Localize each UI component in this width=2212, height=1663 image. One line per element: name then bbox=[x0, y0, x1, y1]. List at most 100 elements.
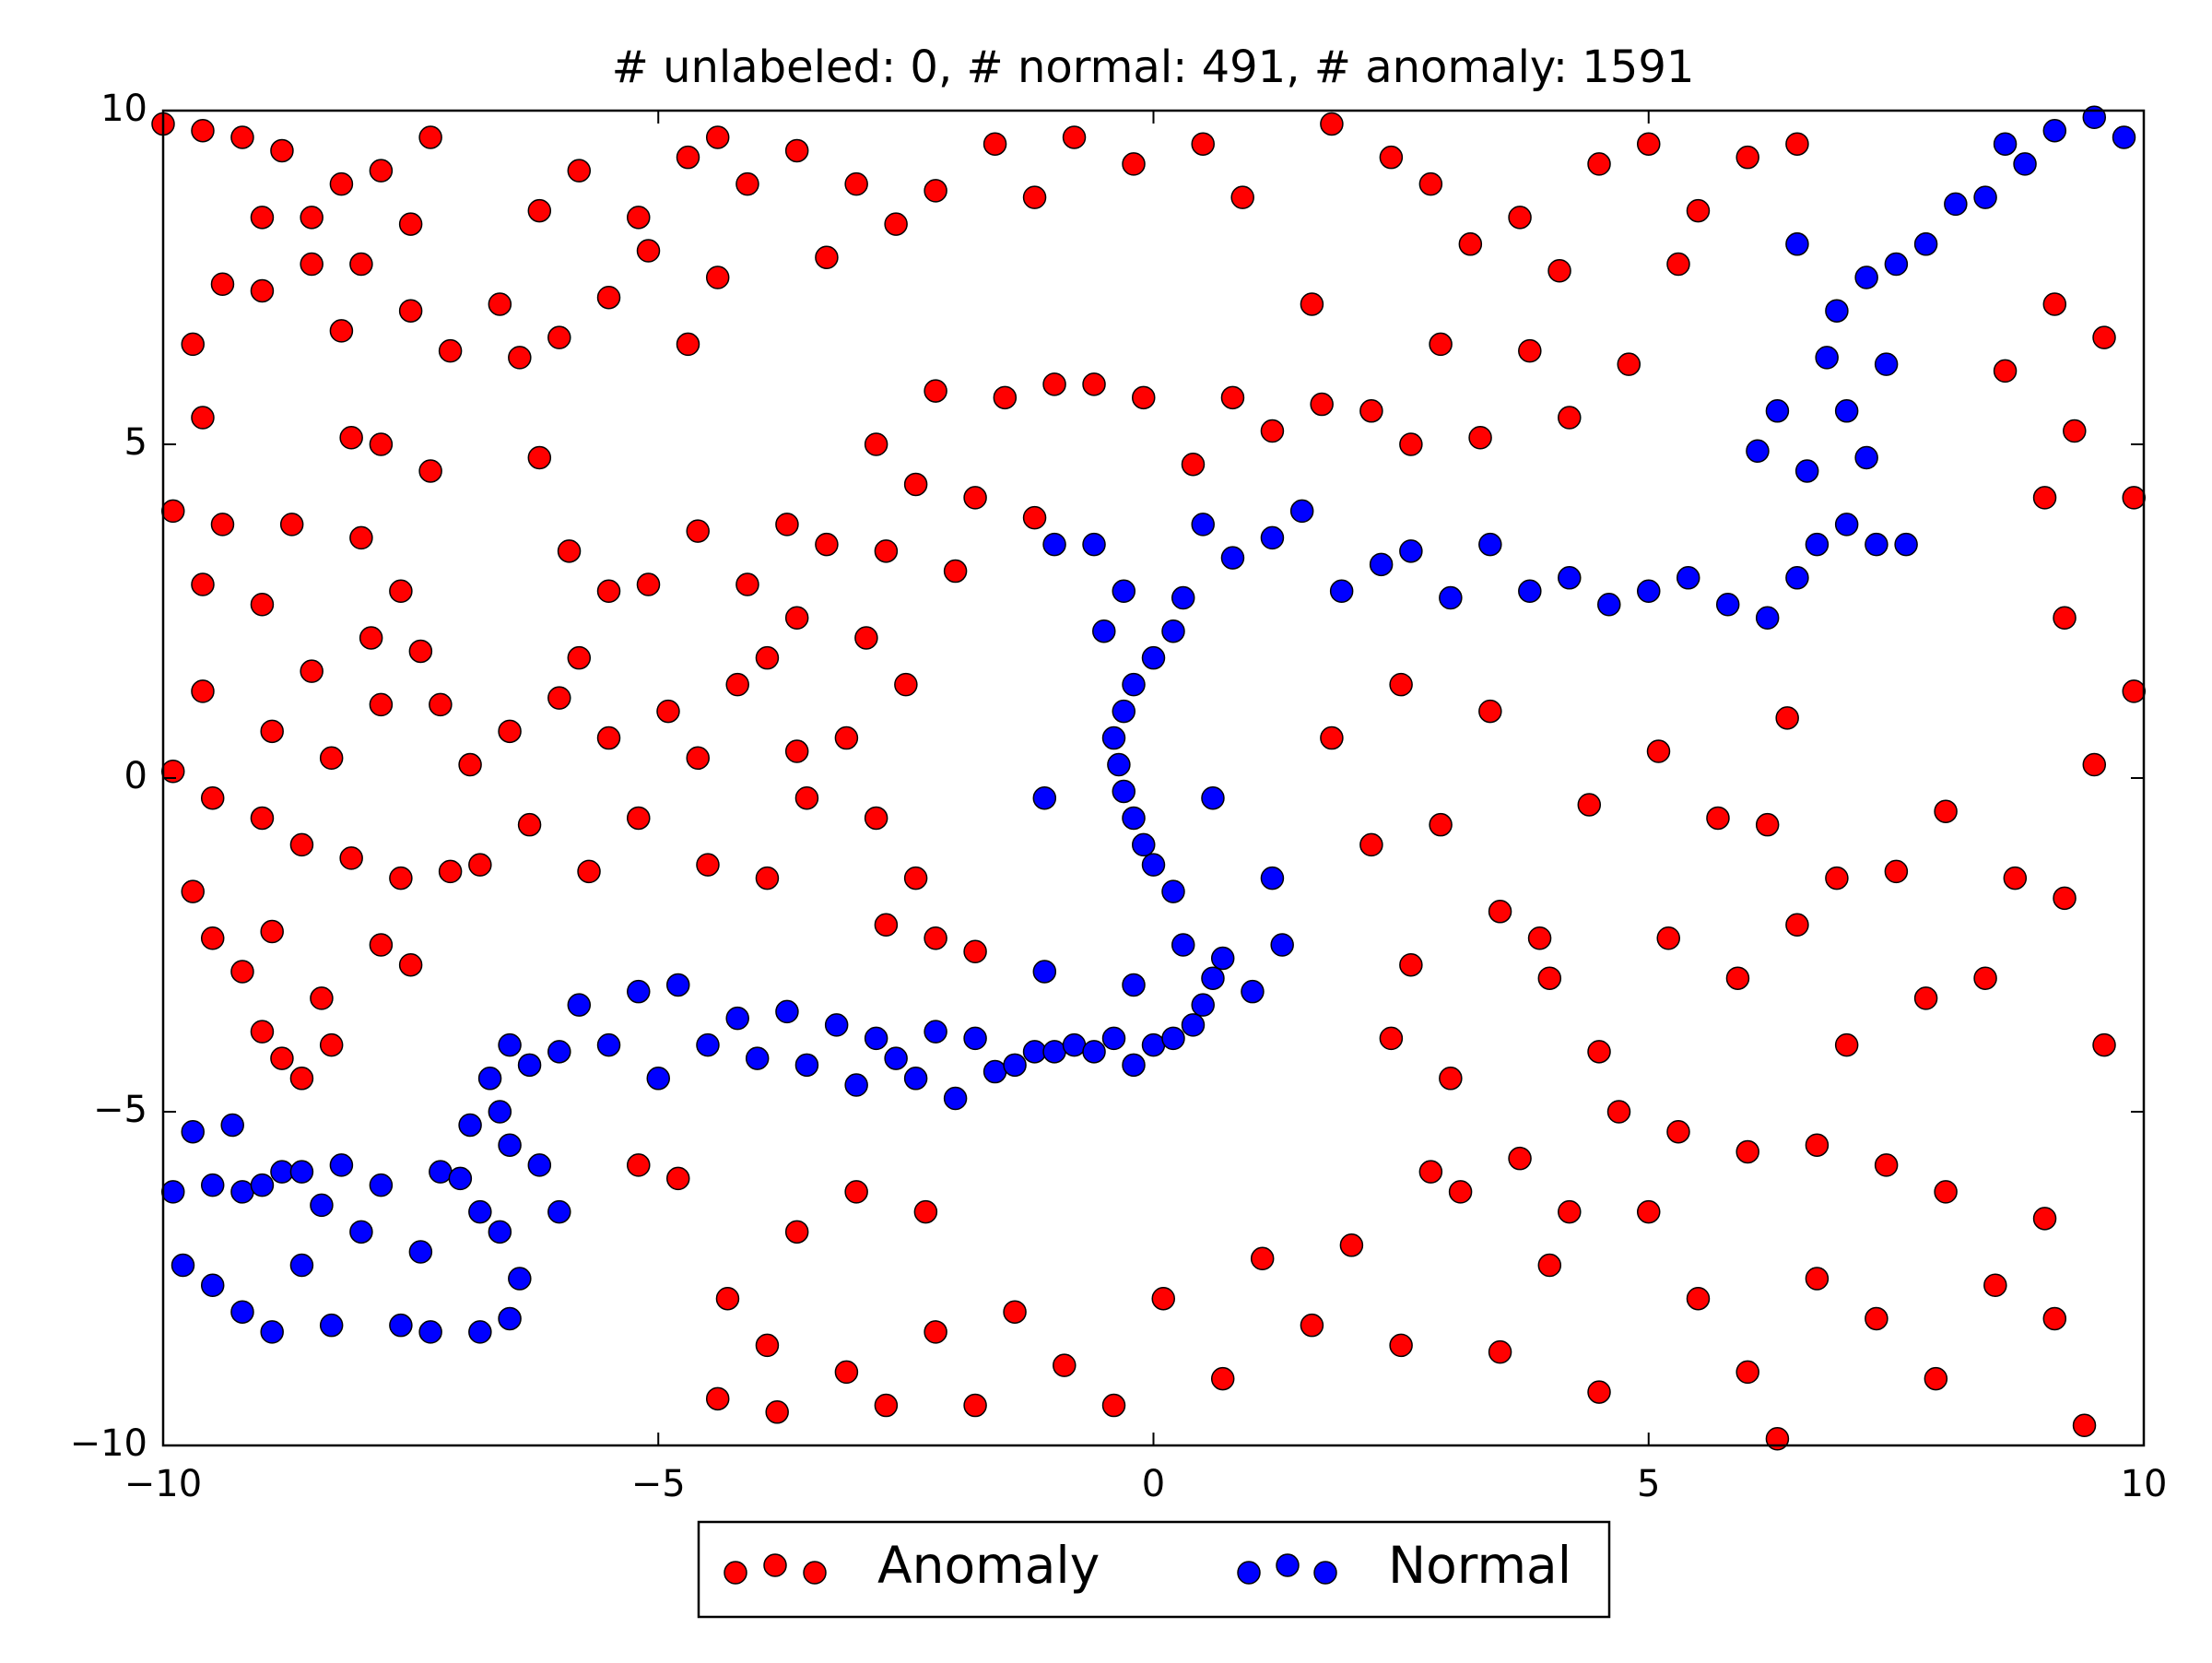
point bbox=[567, 159, 592, 183]
legend-label: Anomaly bbox=[877, 1536, 1100, 1595]
point bbox=[1310, 392, 1334, 417]
point bbox=[1478, 532, 1502, 557]
point bbox=[1062, 125, 1087, 149]
point bbox=[2042, 1306, 2067, 1331]
point bbox=[289, 832, 314, 857]
point bbox=[1488, 900, 1512, 924]
point bbox=[627, 806, 651, 831]
point bbox=[884, 212, 908, 236]
point bbox=[2042, 292, 2067, 316]
point bbox=[369, 432, 394, 456]
point bbox=[1418, 1160, 1443, 1184]
point bbox=[359, 626, 383, 650]
point bbox=[517, 812, 542, 837]
point bbox=[1666, 252, 1690, 277]
point bbox=[1260, 866, 1285, 890]
point bbox=[745, 1046, 770, 1070]
point bbox=[498, 1133, 522, 1157]
point bbox=[1815, 346, 1839, 370]
point bbox=[418, 459, 442, 483]
point bbox=[270, 1046, 294, 1070]
point bbox=[1191, 993, 1215, 1017]
point bbox=[735, 171, 759, 196]
point bbox=[874, 913, 899, 938]
point bbox=[1785, 913, 1809, 938]
point bbox=[498, 719, 522, 744]
point bbox=[924, 379, 947, 403]
point bbox=[329, 319, 354, 343]
point bbox=[369, 159, 394, 183]
point bbox=[943, 1086, 968, 1111]
point bbox=[1983, 1273, 2007, 1297]
point bbox=[408, 1240, 433, 1264]
point bbox=[319, 1313, 344, 1338]
point bbox=[1558, 406, 1582, 430]
point bbox=[596, 285, 621, 310]
point bbox=[627, 206, 651, 230]
point bbox=[1201, 966, 1225, 990]
point bbox=[1973, 966, 1997, 990]
point bbox=[2092, 325, 2116, 349]
point bbox=[1637, 132, 1661, 156]
point bbox=[1825, 866, 1849, 890]
point bbox=[498, 1306, 522, 1331]
point bbox=[1597, 593, 1621, 617]
point bbox=[705, 265, 730, 289]
legend-marker bbox=[763, 1553, 787, 1577]
point bbox=[527, 1153, 552, 1177]
point bbox=[1042, 372, 1066, 396]
point bbox=[1022, 505, 1047, 530]
point bbox=[1429, 332, 1453, 357]
point bbox=[1834, 1032, 1859, 1057]
point bbox=[775, 999, 799, 1024]
point bbox=[686, 519, 710, 543]
point bbox=[547, 1040, 571, 1064]
point bbox=[2122, 679, 2147, 703]
point bbox=[627, 1153, 651, 1177]
point bbox=[547, 325, 571, 349]
point bbox=[665, 973, 690, 997]
point bbox=[864, 432, 888, 456]
point bbox=[1637, 579, 1661, 604]
point bbox=[963, 1393, 987, 1418]
point bbox=[468, 853, 492, 877]
point bbox=[1101, 725, 1126, 750]
point bbox=[2032, 1207, 2057, 1231]
point bbox=[429, 692, 453, 717]
legend-marker bbox=[724, 1561, 747, 1585]
point bbox=[815, 532, 839, 557]
point bbox=[1112, 779, 1136, 804]
point bbox=[784, 739, 809, 763]
point bbox=[903, 866, 928, 890]
point bbox=[1587, 1380, 1611, 1404]
point bbox=[230, 960, 254, 984]
point bbox=[1082, 1040, 1106, 1064]
point bbox=[250, 806, 275, 831]
point bbox=[289, 1067, 314, 1091]
point bbox=[438, 859, 463, 884]
point bbox=[260, 919, 284, 944]
point bbox=[339, 846, 363, 870]
point bbox=[547, 1199, 571, 1224]
point bbox=[1637, 1199, 1661, 1224]
point bbox=[1973, 185, 1997, 209]
point bbox=[339, 426, 363, 450]
point bbox=[270, 138, 294, 163]
point bbox=[230, 1180, 254, 1204]
point bbox=[1725, 966, 1750, 990]
point bbox=[755, 866, 780, 890]
point bbox=[250, 1173, 275, 1197]
point bbox=[1537, 966, 1562, 990]
point bbox=[1617, 352, 1641, 376]
point bbox=[1042, 532, 1066, 557]
point bbox=[557, 539, 582, 563]
point bbox=[1418, 171, 1443, 196]
point bbox=[1547, 259, 1571, 283]
point bbox=[1448, 1180, 1473, 1204]
point bbox=[191, 679, 215, 703]
point bbox=[755, 1333, 780, 1358]
point bbox=[1439, 585, 1463, 610]
point bbox=[1865, 1306, 1888, 1331]
point bbox=[2092, 1032, 2116, 1057]
point bbox=[924, 926, 947, 950]
